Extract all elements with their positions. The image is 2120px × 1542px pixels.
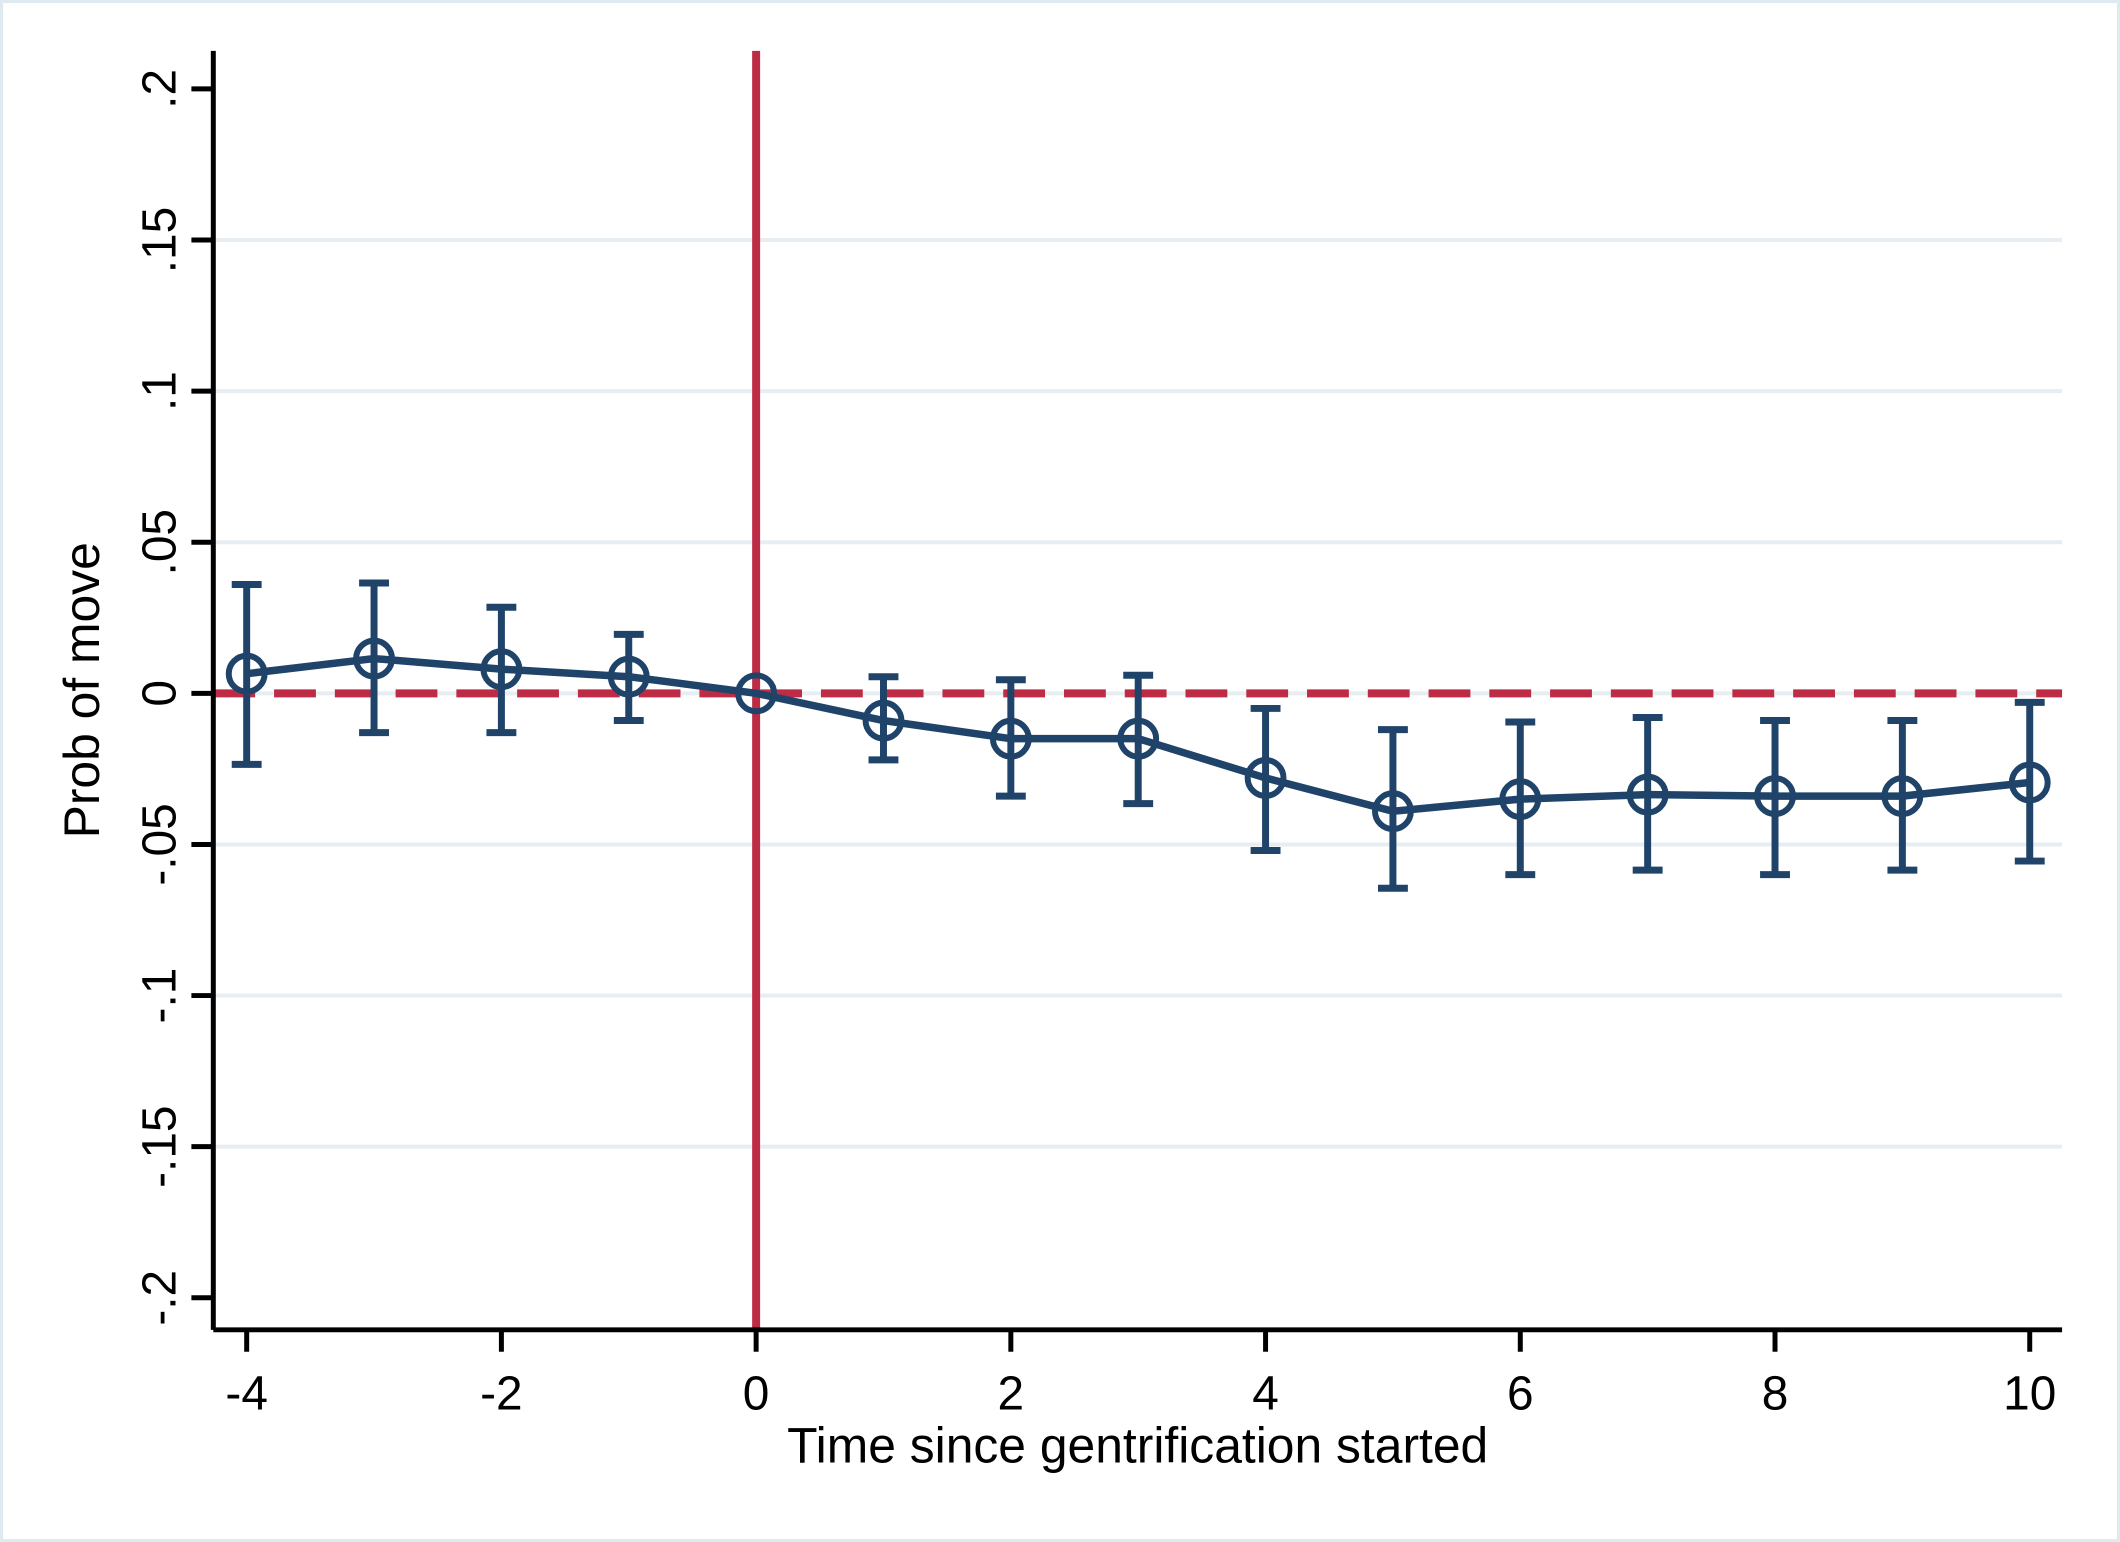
data-marker <box>1372 790 1414 833</box>
trend-line <box>246 654 2031 815</box>
x-tick-label: 10 <box>2003 1368 2056 1421</box>
data-marker <box>1881 775 1924 818</box>
y-tick-label: .05 <box>133 509 186 575</box>
x-tick-label: 2 <box>998 1368 1025 1421</box>
x-tick-label: 0 <box>743 1368 770 1421</box>
y-axis-title: Prob of move <box>54 542 110 838</box>
x-tick-label: 8 <box>1762 1368 1789 1421</box>
y-tick-label: .15 <box>133 207 186 273</box>
data-marker <box>1754 775 1796 818</box>
y-tick-label: .1 <box>133 371 186 411</box>
data-marker <box>2008 761 2051 804</box>
data-marker <box>1499 778 1542 821</box>
data-marker <box>480 648 523 691</box>
data-marker <box>1117 717 1160 760</box>
data-marker <box>225 652 268 695</box>
x-tick-label: -2 <box>480 1368 522 1421</box>
y-tick-label: -.05 <box>133 803 186 885</box>
data-marker <box>1626 773 1669 816</box>
chart-layers: .2 .15 .1 .05 0 -.05 -.1 -.15 -.2 -4 -2 0 2 4 6 8 10 <box>133 50 2063 1421</box>
y-tick-label: 0 <box>133 680 186 707</box>
x-tick-label: -4 <box>225 1368 267 1421</box>
data-marker <box>735 672 778 715</box>
y-tick-label: -.15 <box>133 1105 186 1187</box>
event-study-chart: .2 .15 .1 .05 0 -.05 -.1 -.15 -.2 -4 -2 0 2 4 6 8 10 Pro… <box>54 50 2063 1473</box>
data-marker <box>989 717 1032 760</box>
x-tick-label: 6 <box>1507 1368 1534 1421</box>
y-tick-label: .2 <box>133 69 186 109</box>
y-tick-label: -.1 <box>133 968 186 1024</box>
y-tick-label: -.2 <box>133 1270 186 1326</box>
data-marker <box>1244 757 1287 799</box>
data-marker <box>862 699 905 742</box>
x-tick-label: 4 <box>1252 1368 1279 1421</box>
x-axis-title: Time since gentrification started <box>787 1417 1488 1473</box>
data-marker <box>607 655 650 698</box>
data-marker <box>353 637 395 680</box>
